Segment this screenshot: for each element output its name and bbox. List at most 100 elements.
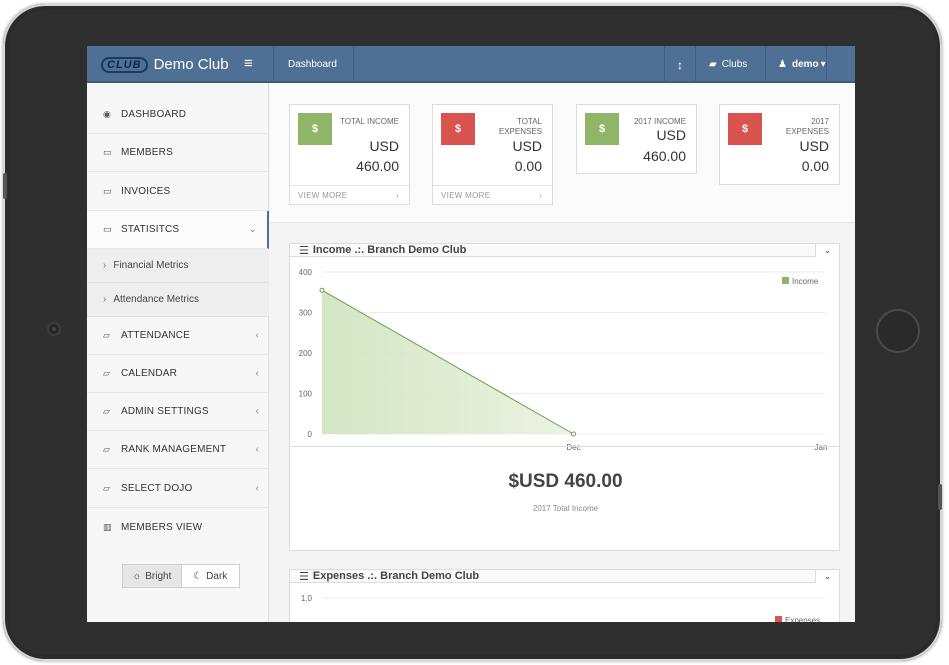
sidebar-item-label: INVOICES [121, 186, 171, 197]
sidebar-item-statistics[interactable]: ▭ STATISITCS ⌄ [87, 211, 269, 249]
legend-swatch [782, 277, 789, 284]
sidebar-item-members[interactable]: ▭ MEMBERS [87, 134, 269, 172]
sidebar-item-label: MEMBERS VIEW [121, 521, 203, 533]
sidebar-item-attendance[interactable]: ▱ ATTENDANCE ‹ [87, 317, 269, 355]
main-content: $ TOTAL INCOME USD 460.00 VIEW MORE › $ … [270, 83, 855, 622]
power-button [938, 484, 942, 510]
income-chart: 0 100 200 300 400 Dec Jan Income [299, 268, 828, 452]
collapse-button[interactable]: ⌄ [815, 244, 839, 257]
chevron-left-icon: ‹ [255, 444, 259, 455]
collapse-button[interactable]: ⌄ [815, 570, 839, 583]
brand-name: Demo Club [153, 56, 229, 73]
stat-currency: USD [369, 138, 399, 154]
chevron-right-icon: › [103, 260, 107, 271]
chevron-left-icon: ‹ [255, 406, 259, 417]
stat-label: 2017 INCOME [633, 117, 686, 126]
camera-icon [47, 322, 61, 336]
y-tick-label: 1.0 [301, 594, 313, 603]
navbar-divider [664, 46, 665, 83]
breadcrumb-label: Dashboard [288, 59, 337, 70]
folder-icon: ▱ [103, 444, 111, 454]
stat-amount: 0.00 [801, 158, 829, 174]
home-button[interactable] [876, 309, 920, 353]
monitor-icon: ▭ [103, 147, 112, 157]
income-total: $USD 460.00 [508, 471, 623, 492]
sidebar-subitem-attendance-metrics[interactable]: › Attendance Metrics [87, 283, 269, 317]
sidebar-item-label: MEMBERS [121, 147, 173, 158]
chevron-right-icon: › [396, 190, 399, 200]
stat-label: 2017 EXPENSES [785, 117, 829, 136]
income-data-point [319, 287, 325, 293]
sidebar-item-admin-settings[interactable]: ▱ ADMIN SETTINGS ‹ [87, 393, 269, 431]
stat-currency: USD [656, 127, 686, 143]
monitor-icon: ▭ [103, 224, 112, 234]
chevron-right-icon: › [539, 190, 542, 200]
sidebar-item-label: DASHBOARD [121, 109, 187, 120]
dark-label: Dark [206, 570, 228, 582]
club-logo: CLUB [101, 56, 148, 73]
stat-card-total-income: $ TOTAL INCOME USD 460.00 VIEW MORE › [289, 104, 410, 205]
sidebar: ◉ DASHBOARD ▭ MEMBERS ▭ INVOICES ▭ STATI… [87, 83, 269, 622]
chevron-left-icon: ‹ [255, 368, 259, 379]
panel-divider [290, 446, 839, 447]
folder-icon: ▱ [103, 368, 111, 378]
chevron-right-icon: › [103, 294, 107, 305]
list-icon: ☰ [299, 570, 309, 583]
y-tick-label: 300 [299, 309, 313, 318]
dark-theme-button[interactable]: ☾ Dark [181, 565, 239, 587]
income-panel: ☰ Income .:. Branch Demo Club ⌄ 0 100 200 3… [289, 243, 840, 551]
stat-amount: 460.00 [356, 158, 399, 174]
volume-button [3, 173, 7, 199]
panel-header: ☰ Expenses .:. Branch Demo Club ⌄ [290, 570, 839, 583]
user-icon: ♟ [778, 59, 787, 70]
sidebar-item-dashboard[interactable]: ◉ DASHBOARD [87, 96, 269, 134]
stat-label: TOTAL EXPENSES [498, 117, 542, 136]
stat-currency: USD [799, 138, 829, 154]
bright-theme-button[interactable]: ☼ Bright [123, 565, 182, 587]
folder-icon: ▱ [103, 483, 111, 493]
theme-toggle: ☼ Bright ☾ Dark [122, 564, 240, 588]
income-total-label: 2017 Total Income [532, 504, 599, 513]
list-icon: ☰ [299, 244, 309, 257]
user-menu-button[interactable]: ♟ demo ▾ [778, 46, 826, 83]
stat-amount: 0.00 [514, 158, 542, 174]
chevron-left-icon: ‹ [255, 483, 259, 494]
sidebar-item-members-view[interactable]: ▥ MEMBERS VIEW [87, 508, 269, 546]
sidebar-item-calendar[interactable]: ▱ CALENDAR ‹ [87, 355, 269, 393]
panel-header: ☰ Income .:. Branch Demo Club ⌄ [290, 244, 839, 257]
navbar-divider [273, 46, 274, 83]
sidebar-item-invoices[interactable]: ▭ INVOICES [87, 173, 269, 211]
brand[interactable]: CLUB Demo Club [87, 46, 273, 83]
navbar-divider [353, 46, 354, 83]
updown-arrow-icon[interactable]: ↕ [677, 57, 683, 72]
clubs-label: Clubs [721, 59, 748, 70]
sidebar-subitem-financial-metrics[interactable]: › Financial Metrics [87, 249, 269, 283]
stat-card-2017-income: $ 2017 INCOME USD 460.00 [576, 104, 697, 174]
sidebar-item-label: SELECT DOJO [121, 483, 193, 494]
sidebar-subitem-label: Attendance Metrics [113, 294, 199, 305]
app-screen: CLUB Demo Club ≡ Dashboard ↕ ▰ Clubs ♟ d… [87, 46, 855, 622]
navbar-divider [765, 46, 766, 83]
sidebar-item-label: CALENDAR [121, 368, 178, 379]
sidebar-item-rank-management[interactable]: ▱ RANK MANAGEMENT ‹ [87, 431, 269, 469]
dollar-icon: $ [728, 113, 762, 145]
dollar-icon: $ [441, 113, 475, 145]
stat-label: TOTAL INCOME [340, 117, 399, 126]
sidebar-item-select-dojo[interactable]: ▱ SELECT DOJO ‹ [87, 470, 269, 508]
legend-label: Expenses [785, 616, 820, 622]
view-more-link[interactable]: VIEW MORE › [290, 185, 409, 204]
panel-title: Expenses .:. Branch Demo Club [312, 570, 480, 582]
chevron-left-icon: ‹ [255, 330, 259, 341]
dollar-icon: $ [298, 113, 332, 145]
sidebar-item-label: RANK MANAGEMENT [121, 444, 227, 455]
folder-icon: ▱ [103, 406, 111, 416]
view-more-link[interactable]: VIEW MORE › [433, 185, 552, 204]
stat-card-total-expenses: $ TOTAL EXPENSES USD 0.00 VIEW MORE › [432, 104, 553, 205]
clubs-button[interactable]: ▰ Clubs [709, 46, 747, 83]
sidebar-subitem-label: Financial Metrics [113, 260, 189, 271]
expenses-panel: ☰ Expenses .:. Branch Demo Club ⌄ 1.0 Exp… [289, 569, 840, 622]
breadcrumb[interactable]: Dashboard [288, 46, 337, 83]
view-more-label: VIEW MORE [298, 190, 348, 200]
hamburger-icon[interactable]: ≡ [244, 55, 253, 72]
sun-icon: ☼ [132, 570, 142, 582]
